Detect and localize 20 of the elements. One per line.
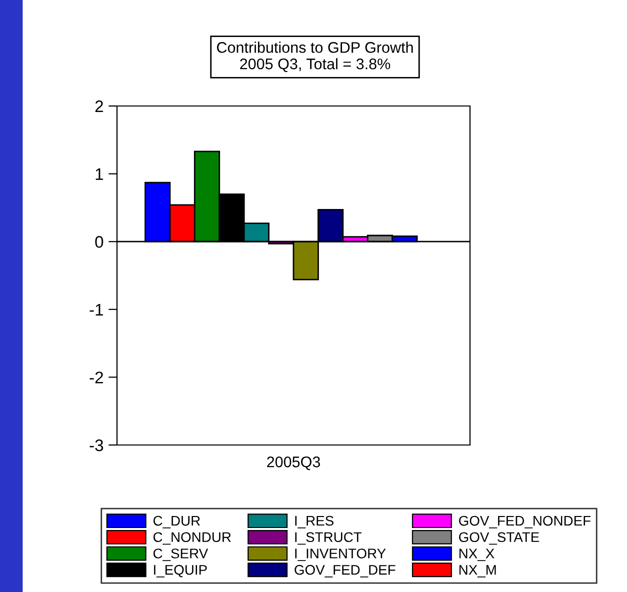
- legend-label: GOV_FED_NONDEF: [459, 516, 591, 528]
- y-tick-label: 1: [96, 168, 103, 180]
- y-tick-label: -2: [90, 372, 103, 384]
- chart-title: Contributions to GDP Growth 2005 Q3, Total = 3.8%: [216, 42, 413, 72]
- legend-label: I_INVENTORY: [295, 548, 386, 562]
- legend-label: C_DUR: [153, 516, 200, 528]
- legend-label: I_EQUIP: [154, 564, 207, 578]
- legend-label: C_SERV: [153, 548, 208, 562]
- legend-label: GOV_FED_DEF: [294, 564, 396, 578]
- legend-label: NX_X: [459, 548, 494, 562]
- y-tick-label: 2: [95, 100, 103, 112]
- legend-label: NX_M: [459, 565, 496, 578]
- legend-label: GOV_STATE: [459, 532, 540, 545]
- y-tick-label: -3: [90, 439, 104, 452]
- y-tick-label: -1: [90, 304, 103, 316]
- legend-label: I_STRUCT: [295, 532, 362, 545]
- legend-label: C_NONDUR: [153, 532, 231, 545]
- y-tick-label: 0: [95, 236, 104, 248]
- x-tick-label: 2005Q3: [267, 456, 320, 470]
- legend-label: I_RES: [295, 516, 334, 528]
